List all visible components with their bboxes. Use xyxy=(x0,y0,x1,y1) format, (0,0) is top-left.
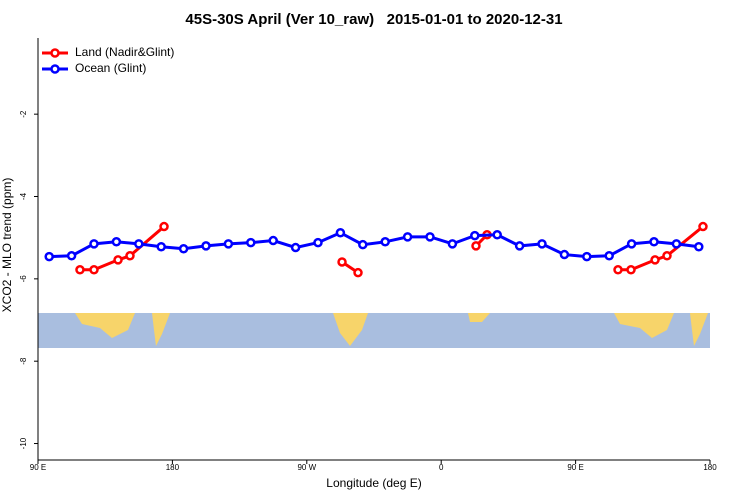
y-axis-label: XCO2 - MLO trend (ppm) xyxy=(0,178,14,313)
point xyxy=(626,265,636,275)
series-line xyxy=(79,225,704,274)
point xyxy=(694,241,704,252)
point xyxy=(89,265,99,275)
x-tick-label: 180 xyxy=(703,463,717,472)
point xyxy=(649,237,659,247)
x-axis-label: Longitude (deg E) xyxy=(326,476,421,490)
x-tick-label: 90 E xyxy=(30,463,46,472)
point xyxy=(337,257,347,267)
point xyxy=(613,265,623,275)
point xyxy=(380,237,390,247)
point xyxy=(268,235,278,246)
y-tick-label: -4 xyxy=(19,192,28,200)
map-strip xyxy=(38,313,710,348)
legend-marker xyxy=(50,48,60,58)
point xyxy=(159,221,169,232)
point xyxy=(134,239,144,249)
y-tick-label: -2 xyxy=(19,110,28,118)
chart-title: 45S-30S April (Ver 10_raw) 2015-01-01 to… xyxy=(185,11,562,28)
point xyxy=(178,244,189,254)
point xyxy=(89,239,99,249)
legend-marker xyxy=(50,64,60,74)
point xyxy=(313,237,323,248)
point xyxy=(698,221,708,232)
point xyxy=(470,230,480,241)
point xyxy=(223,239,234,249)
point xyxy=(75,265,85,275)
point xyxy=(492,230,502,240)
point xyxy=(125,251,135,261)
point xyxy=(650,255,660,265)
x-tick-label: 90 W xyxy=(297,463,316,472)
point xyxy=(201,241,211,251)
legend-label: Ocean (Glint) xyxy=(75,61,146,75)
legend-label: Land (Nadir&Glint) xyxy=(75,45,174,59)
y-tick-label: -6 xyxy=(19,275,28,283)
x-tick-label: 0 xyxy=(439,463,444,472)
point xyxy=(626,239,637,249)
y-tick-label: -10 xyxy=(19,437,28,449)
point xyxy=(559,249,570,260)
series-line xyxy=(49,231,699,259)
point xyxy=(471,241,481,251)
point xyxy=(447,239,458,249)
point xyxy=(156,241,166,252)
y-tick-label: -8 xyxy=(19,357,28,365)
point xyxy=(111,237,122,247)
point xyxy=(290,242,301,253)
point xyxy=(402,232,413,242)
point xyxy=(66,251,77,261)
point xyxy=(604,251,614,261)
x-tick-label: 180 xyxy=(166,463,180,472)
point xyxy=(662,251,672,261)
point xyxy=(582,251,592,262)
point xyxy=(358,239,368,250)
point xyxy=(44,251,54,262)
point xyxy=(671,239,682,249)
point xyxy=(425,232,435,242)
point xyxy=(246,237,256,248)
point xyxy=(514,241,525,251)
point xyxy=(353,267,363,278)
point xyxy=(113,255,123,265)
x-tick-label: 90 E xyxy=(567,463,583,472)
point xyxy=(335,227,346,238)
point xyxy=(537,239,547,249)
